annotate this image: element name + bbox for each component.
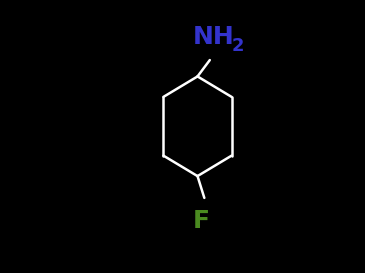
Text: NH: NH <box>193 25 235 49</box>
Text: 2: 2 <box>232 37 244 55</box>
Text: F: F <box>193 209 210 233</box>
